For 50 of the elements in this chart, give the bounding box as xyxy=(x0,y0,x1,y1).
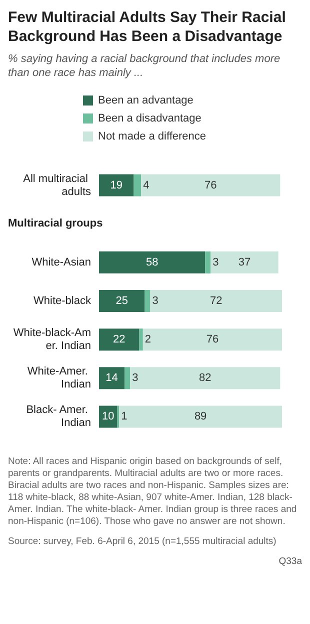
legend-label: Been a disadvantage xyxy=(98,112,202,124)
data-label: 76 xyxy=(206,334,219,346)
text: Q33a xyxy=(278,556,302,568)
bar xyxy=(99,367,125,390)
bar xyxy=(205,251,211,274)
bar xyxy=(99,406,118,428)
chart-title: Few Multiracial Adults Say Their Racial Background Has Been a Disadvantage xyxy=(8,8,287,46)
bar xyxy=(141,174,280,196)
bar xyxy=(142,328,282,351)
text: Note: All races and Hispanic origin based on backgrounds of self, parents or grandparents. Multiracial adults are two or more races. Biracial adults are two races and non-Hispanic. Samples sizes are: 118 white-black, 88 white-Asian, 907 white-Amer. Indian, 128 black-Amer. Indian. The white-black- Amer. Indian group is three races and non-Hispanic (n=106). Those who gave no answer are not shown. xyxy=(8,456,298,528)
source-note: Source: survey, Feb. 6-April 6, 2015 (n=1,555 multiracial adults) xyxy=(8,536,278,548)
annotation: Multiracial groups xyxy=(8,217,103,230)
y-tick-label: White-black-Amer. Indian xyxy=(13,327,91,352)
bar xyxy=(99,290,145,312)
bar xyxy=(119,406,282,428)
bar xyxy=(124,367,130,390)
bar xyxy=(130,367,280,390)
y-tick-label: All multiracial adults xyxy=(23,172,92,198)
data-label: 19 xyxy=(110,179,123,192)
chart-subtitle: % saying having a racial background that includes more than one race has mainly ... xyxy=(8,52,282,80)
data-label: 22 xyxy=(113,334,126,346)
data-label: 82 xyxy=(199,372,212,384)
data-label: 10 xyxy=(102,410,114,423)
data-label: 89 xyxy=(194,410,207,423)
data-label: 3 xyxy=(152,295,158,307)
data-label: 76 xyxy=(204,179,217,192)
y-tick-label: White-black xyxy=(34,295,92,307)
bar xyxy=(99,251,206,274)
bar xyxy=(99,174,134,196)
data-label: 58 xyxy=(146,256,158,268)
y-tick-label: Black- Amer. Indian xyxy=(26,404,91,430)
bar xyxy=(144,290,150,312)
data-label: 37 xyxy=(238,256,251,268)
data-label: 3 xyxy=(132,372,138,384)
data-label: 1 xyxy=(121,410,128,423)
data-label: 4 xyxy=(143,179,150,192)
legend-label: Not made a difference xyxy=(98,130,206,142)
data-label: 3 xyxy=(212,256,219,268)
data-label: 2 xyxy=(144,334,152,346)
bar xyxy=(134,174,142,196)
legend-label: Been an advantage xyxy=(98,94,194,106)
bar xyxy=(99,328,140,351)
bar xyxy=(210,251,278,274)
bar xyxy=(139,328,143,351)
bar xyxy=(150,290,282,312)
data-label: 25 xyxy=(116,295,128,307)
data-label: 14 xyxy=(106,372,118,384)
y-tick-label: White-Amer. Indian xyxy=(27,366,91,391)
y-tick-label: White-Asian xyxy=(32,256,91,268)
data-label: 72 xyxy=(210,295,222,307)
